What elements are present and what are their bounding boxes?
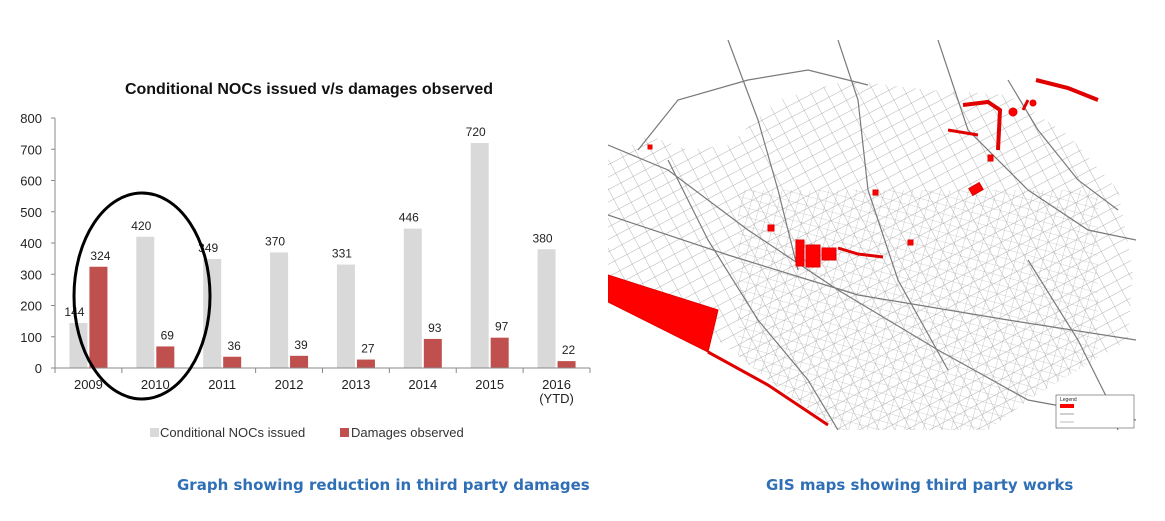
- y-tick-label: 100: [20, 330, 42, 345]
- bar-nocs: [537, 249, 556, 368]
- data-label-damages: 324: [90, 249, 110, 263]
- bar-nocs: [403, 228, 422, 368]
- x-tick-label: 2016: [542, 377, 571, 392]
- x-tick-label: 2010: [141, 377, 170, 392]
- x-tick-label: 2013: [341, 377, 370, 392]
- street-network: [608, 80, 1133, 430]
- major-roads: [608, 40, 1136, 430]
- data-label-damages: 36: [228, 339, 242, 353]
- data-label-nocs: 380: [533, 231, 553, 245]
- bar-nocs: [136, 236, 155, 368]
- data-label-damages: 39: [294, 338, 308, 352]
- chart-caption: Graph showing reduction in third party d…: [177, 476, 590, 494]
- legend-swatch-damages: [340, 428, 349, 437]
- bar-damages: [156, 346, 175, 368]
- y-tick-label: 300: [20, 267, 42, 282]
- gis-map-drawing: Legend: [608, 40, 1136, 430]
- y-tick-label: 400: [20, 236, 42, 251]
- data-label-damages: 69: [161, 328, 175, 342]
- bar-nocs: [203, 258, 222, 368]
- y-tick-label: 500: [20, 205, 42, 220]
- x-tick-label: 2012: [275, 377, 304, 392]
- map-legend-swatch-works: [1060, 404, 1074, 408]
- data-label-damages: 22: [562, 343, 576, 357]
- bar-damages: [223, 356, 242, 368]
- data-label-nocs: 331: [332, 247, 352, 261]
- y-tick-label: 200: [20, 299, 42, 314]
- bar-damages: [89, 266, 108, 368]
- bar-nocs: [69, 323, 88, 368]
- chart-legend: Conditional NOCs issued Damages observed: [150, 425, 464, 440]
- data-label-nocs: 446: [399, 211, 419, 225]
- x-axis: 2009 2010 2011 2012 2013 2014 2015 2016(YTD): [54, 367, 591, 406]
- y-tick-label: 700: [20, 142, 42, 157]
- bar-nocs: [270, 252, 289, 368]
- data-label-damages: 27: [361, 342, 375, 356]
- x-tick-label: 2015: [475, 377, 504, 392]
- data-label-nocs: 420: [131, 219, 151, 233]
- bar-damages: [423, 338, 442, 368]
- map-legend-title: Legend: [1060, 397, 1077, 403]
- bar-damages: [290, 355, 309, 368]
- y-tick-label: 0: [35, 361, 42, 376]
- map-caption: GIS maps showing third party works: [766, 476, 1074, 494]
- third-party-works: [608, 78, 1099, 427]
- y-tick-label: 800: [20, 111, 42, 126]
- data-label-nocs: 720: [466, 125, 486, 139]
- bar-nocs: [336, 264, 355, 368]
- x-tick-label: (YTD): [539, 391, 574, 406]
- highlight-circle: [72, 191, 212, 401]
- gis-map: Legend: [608, 40, 1136, 430]
- x-tick-label: 2014: [408, 377, 437, 392]
- y-tick-label: 600: [20, 174, 42, 189]
- bars: [69, 143, 576, 368]
- legend-swatch-nocs: [150, 428, 159, 437]
- bar-damages: [557, 361, 576, 368]
- bar-damages: [490, 337, 509, 368]
- legend-label-damages: Damages observed: [351, 425, 464, 440]
- data-label-damages: 97: [495, 320, 509, 334]
- x-tick-label: 2011: [208, 377, 236, 392]
- chart-title: Conditional NOCs issued v/s damages obse…: [125, 81, 493, 98]
- data-label-nocs: 370: [265, 234, 285, 248]
- bar-chart: Conditional NOCs issued v/s damages obse…: [20, 81, 591, 440]
- y-axis: 0 100 200 300 400 500 600 700 800: [20, 111, 56, 376]
- x-tick-label: 2009: [74, 377, 103, 392]
- legend-label-nocs: Conditional NOCs issued: [160, 425, 305, 440]
- bar-damages: [356, 359, 375, 368]
- map-legend: Legend: [1055, 394, 1135, 429]
- data-label-damages: 93: [428, 321, 442, 335]
- bar-nocs: [470, 143, 489, 368]
